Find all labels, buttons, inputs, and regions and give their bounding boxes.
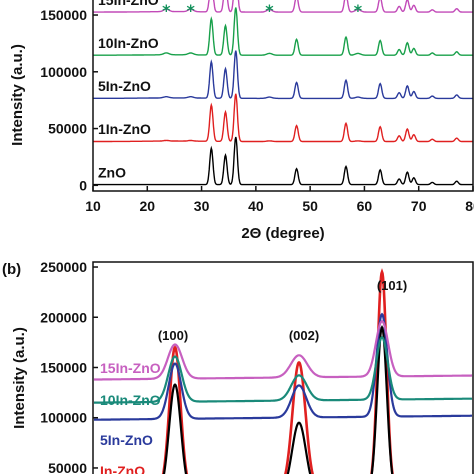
panel-b-traces bbox=[94, 268, 473, 474]
impurity-marker: * bbox=[265, 1, 274, 20]
y-tick-label: 150000 bbox=[40, 359, 87, 375]
y-tick-label: 50000 bbox=[48, 121, 87, 137]
series-line bbox=[94, 320, 472, 381]
series-label: In-ZnO bbox=[100, 463, 145, 474]
peak-label: (100) bbox=[158, 328, 188, 343]
impurity-marker: * bbox=[187, 1, 196, 20]
panel-a-y-axis: 0 50000 100000 150000 bbox=[40, 7, 98, 193]
x-tick-label: 80 bbox=[465, 198, 474, 214]
series-label: 10In-ZnO bbox=[100, 392, 161, 408]
y-tick-label: 200000 bbox=[40, 309, 87, 325]
y-tick-label: 100000 bbox=[40, 410, 87, 426]
series-line bbox=[94, 312, 472, 421]
y-tick-label: 150000 bbox=[40, 7, 87, 23]
y-tick-label: 0 bbox=[79, 177, 87, 193]
series-line bbox=[93, 50, 473, 100]
series-label: 5In-ZnO bbox=[98, 78, 151, 94]
y-tick-label: 250000 bbox=[40, 259, 87, 275]
panel-b-peak-labels: (100) (002) (101) bbox=[158, 278, 407, 343]
x-tick-label: 30 bbox=[194, 198, 210, 214]
impurity-marker: * bbox=[354, 1, 363, 20]
peak-label: (101) bbox=[377, 278, 407, 293]
x-tick-label: 10 bbox=[85, 198, 101, 214]
series-label: 15In-ZnO bbox=[98, 0, 159, 8]
series-label: 5In-ZnO bbox=[100, 432, 153, 448]
series-line bbox=[93, 136, 473, 186]
x-tick-label: 50 bbox=[302, 198, 318, 214]
impurity-marker: * bbox=[162, 1, 171, 20]
x-tick-label: 70 bbox=[411, 198, 427, 214]
panel-a-y-axis-label: Intensity (a.u.) bbox=[9, 44, 26, 146]
panel-a-traces bbox=[93, 0, 473, 186]
series-line bbox=[93, 7, 473, 56]
series-line bbox=[93, 93, 473, 143]
y-tick-label: 50000 bbox=[48, 460, 87, 474]
series-label: 15In-ZnO bbox=[100, 360, 161, 376]
panel-a-x-axis-label: 2Θ (degree) bbox=[241, 225, 324, 242]
x-tick-label: 40 bbox=[248, 198, 264, 214]
panel-b-y-axis-label: Intensity (a.u.) bbox=[11, 327, 28, 429]
panel-a-impurity-markers: * * * * bbox=[162, 1, 363, 20]
panel-b-label: (b) bbox=[2, 261, 21, 278]
series-line bbox=[94, 336, 473, 404]
series-label: 1In-ZnO bbox=[98, 121, 151, 137]
panel-a-x-axis: 10 20 30 40 50 60 70 80 bbox=[85, 186, 474, 214]
series-label: ZnO bbox=[98, 164, 126, 180]
panel-b-y-axis: 50000 100000 150000 200000 250000 bbox=[40, 259, 98, 474]
y-tick-label: 100000 bbox=[40, 64, 87, 80]
panel-b-series-labels: 15In-ZnO 10In-ZnO 5In-ZnO In-ZnO bbox=[100, 360, 161, 474]
series-line bbox=[93, 0, 473, 13]
peak-label: (002) bbox=[289, 328, 319, 343]
series-label: 10In-ZnO bbox=[98, 35, 159, 51]
panel-b-frame bbox=[92, 261, 474, 474]
x-tick-label: 60 bbox=[357, 198, 373, 214]
panel-a-frame bbox=[92, 0, 474, 192]
panel-a-series-labels: ZnO 1In-ZnO 5In-ZnO 10In-ZnO 15In-ZnO bbox=[98, 0, 159, 180]
x-tick-label: 20 bbox=[139, 198, 155, 214]
panel-a: ZnO 1In-ZnO 5In-ZnO 10In-ZnO 15In-ZnO * * * * 0… bbox=[9, 0, 474, 242]
